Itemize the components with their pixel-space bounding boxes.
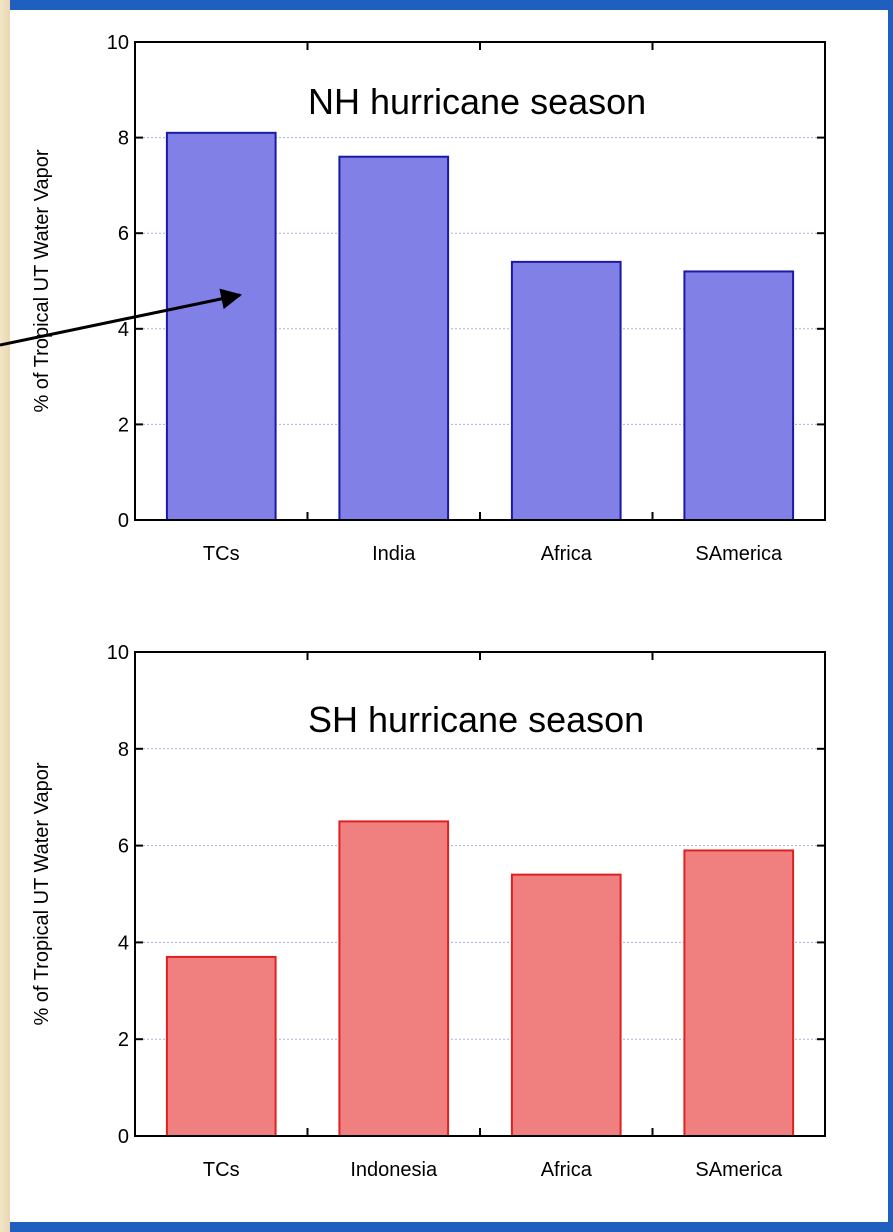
- y-tick-label: 0: [118, 510, 129, 532]
- y-tick-label: 10: [107, 642, 129, 664]
- bar-tcs: [165, 955, 277, 1137]
- y-tick-label: 2: [118, 1029, 129, 1051]
- bar-samerica: [683, 849, 795, 1137]
- y-tick-label: 8: [118, 739, 129, 761]
- x-tick-label: Indonesia: [350, 1159, 438, 1181]
- y-tick-label: 4: [118, 932, 129, 954]
- bar-africa: [510, 873, 622, 1137]
- y-tick-label: 8: [118, 128, 129, 150]
- chart-2: 0 2 4 6 8 10 TCs Indonesia Africa SAmerica % of Tr…: [31, 642, 826, 1181]
- left-edge-strip: [0, 0, 10, 1232]
- x-tick-label: India: [372, 543, 416, 565]
- y-tick-label: 2: [118, 414, 129, 436]
- bar-tcs: [165, 131, 277, 521]
- chart-title: NH hurricane season: [308, 81, 646, 122]
- y-axis-label: % of Tropical UT Water Vapor: [31, 149, 53, 412]
- bar-indonesia: [338, 820, 450, 1138]
- x-tick-label: SAmerica: [695, 1159, 783, 1181]
- bar-india: [338, 155, 450, 521]
- y-tick-label: 6: [118, 836, 129, 858]
- y-tick-label: 6: [118, 223, 129, 245]
- y-tick-label: 10: [107, 32, 129, 54]
- annotation-arrow: [0, 288, 243, 347]
- bar-samerica: [683, 270, 795, 521]
- x-tick-label: Africa: [541, 1159, 593, 1181]
- y-tick-label: 4: [118, 319, 129, 341]
- x-tick-label: SAmerica: [695, 543, 783, 565]
- bar-africa: [510, 260, 622, 521]
- chart-title: SH hurricane season: [308, 699, 644, 740]
- x-tick-label: TCs: [203, 1159, 240, 1181]
- chart-1: 0 2 4 6 8 10 TCs India Africa SAmerica % of Tropic…: [0, 32, 826, 565]
- x-tick-label: TCs: [203, 543, 240, 565]
- y-tick-label: 0: [118, 1126, 129, 1148]
- x-tick-label: Africa: [541, 543, 593, 565]
- y-axis-label: % of Tropical UT Water Vapor: [31, 762, 53, 1025]
